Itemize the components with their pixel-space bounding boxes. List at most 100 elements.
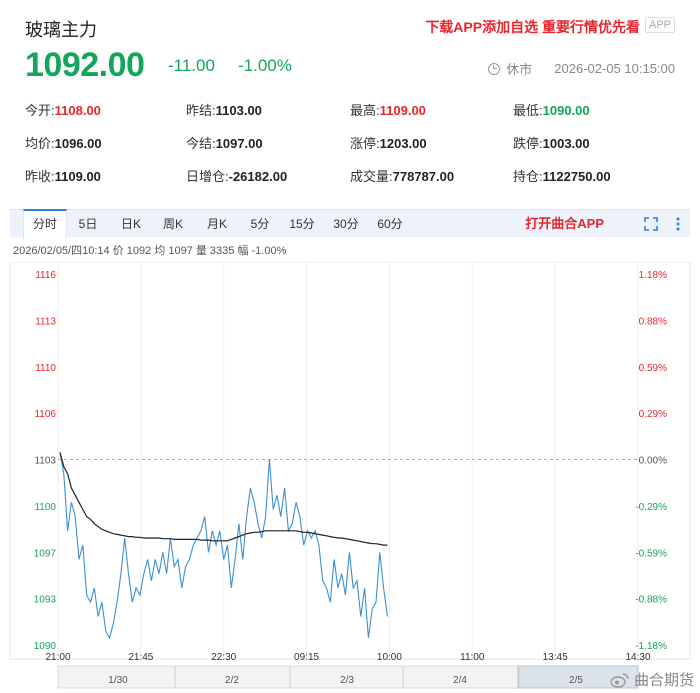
x-tick: 13:45 — [543, 652, 568, 663]
y-tick-right: 0.88% — [639, 316, 667, 327]
y-tick-left: 1100 — [34, 502, 56, 513]
stats-grid: 今开:1108.00 昨结:1103.00 最高:1109.00 最低:1090… — [25, 100, 685, 199]
stat-limit-down: 跌停:1003.00 — [513, 133, 590, 152]
instrument-title: 玻璃主力 — [25, 20, 97, 40]
stat-label: 跌停: — [513, 136, 543, 151]
stat-value: 1122750.00 — [542, 169, 611, 184]
open-app-button[interactable]: 打开曲合APP — [525, 216, 604, 231]
navigator-label: 1/30 — [108, 675, 128, 686]
price-change-pct: -1.00% — [238, 56, 292, 75]
watermark-text: 曲合期货 — [633, 672, 694, 689]
stat-label: 最低: — [513, 103, 543, 118]
y-tick-left: 1097 — [34, 548, 57, 559]
weibo-icon — [610, 672, 629, 688]
stat-open-interest: 持仓:1122750.00 — [513, 166, 611, 185]
quote-header: 玻璃主力 下载APP添加自选 重要行情优先看 APP 1092.00 -11.0… — [0, 0, 700, 210]
stat-value: 1108.00 — [54, 103, 101, 118]
stat-prev-settle: 昨结:1103.00 — [186, 100, 262, 119]
stats-row: 均价:1096.00 今结:1097.00 涨停:1203.00 跌停:1003… — [25, 133, 685, 166]
tab-15min[interactable]: 15分 — [289, 217, 315, 231]
fullscreen-icon[interactable] — [644, 217, 658, 231]
download-app-promo[interactable]: 下载APP添加自选 重要行情优先看 — [425, 19, 640, 35]
stat-oi-change: 日增仓:-26182.00 — [186, 166, 287, 185]
stats-row: 昨收:1109.00 日增仓:-26182.00 成交量:778787.00 持… — [25, 166, 685, 199]
y-tick-right: -0.29% — [635, 502, 667, 513]
stat-label: 成交量: — [350, 169, 393, 184]
stat-value: 778787.00 — [392, 169, 455, 184]
stat-value: 1097.00 — [215, 136, 263, 151]
navigator-label: 2/3 — [340, 675, 354, 686]
price-line — [59, 452, 388, 640]
x-tick: 09:15 — [294, 652, 319, 663]
y-tick-right: 0.00% — [639, 456, 667, 467]
y-tick-right: -0.88% — [635, 595, 667, 606]
chart-period-tabs: 分时 5日 日K 周K 月K 5分 15分 30分 60分 打开曲合APP — [10, 209, 690, 239]
intraday-chart[interactable]: 1116 1.18% 1113 0.88% 1110 0.59% 1106 0.29% 1103… — [0, 261, 700, 693]
stat-value: 1003.00 — [542, 136, 590, 151]
x-tick: 22:30 — [211, 652, 236, 663]
tab-5min[interactable]: 5分 — [250, 217, 270, 231]
intraday-chart-svg[interactable]: 1116 1.18% 1113 0.88% 1110 0.59% 1106 0.29% 1103… — [0, 261, 700, 693]
stat-label: 昨收: — [25, 169, 55, 184]
stat-value: 1096.00 — [54, 136, 102, 151]
y-tick-left: 1103 — [34, 456, 56, 467]
tab-60min[interactable]: 60分 — [377, 217, 403, 231]
stat-value: 1109.00 — [379, 103, 426, 118]
stat-label: 今结: — [186, 136, 216, 151]
navigator-label: 2/4 — [453, 675, 467, 686]
x-tick: 21:45 — [128, 652, 153, 663]
y-tick-right: 0.59% — [639, 363, 667, 374]
stat-value: 1090.00 — [542, 103, 590, 118]
y-tick-left: 1093 — [34, 595, 57, 606]
y-tick-left: 1090 — [34, 641, 57, 652]
stats-row: 今开:1108.00 昨结:1103.00 最高:1109.00 最低:1090… — [25, 100, 685, 133]
last-price: 1092.00 — [25, 46, 145, 84]
x-tick: 10:00 — [377, 652, 402, 663]
stat-settle: 今结:1097.00 — [186, 133, 263, 152]
navigator-label: 2/2 — [225, 675, 239, 686]
stat-label: 最高: — [350, 103, 380, 118]
tab-5day[interactable]: 5日 — [78, 217, 98, 231]
y-tick-right: -0.59% — [635, 548, 667, 559]
stat-label: 昨结: — [186, 103, 216, 118]
y-tick-right: -1.18% — [635, 641, 667, 652]
avg-price-line — [59, 452, 388, 546]
stat-low: 最低:1090.00 — [513, 100, 590, 119]
y-tick-right: 1.18% — [639, 270, 667, 281]
x-tick: 21:00 — [45, 652, 70, 663]
stat-value: 1109.00 — [54, 169, 101, 184]
stat-volume: 成交量:778787.00 — [350, 166, 454, 185]
y-tick-right: 0.29% — [639, 409, 667, 420]
crosshair-info: 2026/02/05/四10:14 价 1092 均 1097 量 3335 幅… — [13, 245, 287, 257]
stat-label: 均价: — [25, 136, 55, 151]
y-tick-left: 1106 — [34, 409, 56, 420]
y-tick-left: 1110 — [35, 363, 56, 374]
stat-label: 日增仓: — [186, 169, 229, 184]
stat-limit-up: 涨停:1203.00 — [350, 133, 427, 152]
quote-datetime: 2026-02-05 10:15:00 — [554, 61, 675, 76]
clock-icon — [488, 62, 501, 75]
price-change: -11.00 — [168, 56, 215, 75]
stat-label: 今开: — [25, 103, 55, 118]
stat-open: 今开:1108.00 — [25, 100, 101, 119]
stat-label: 持仓: — [513, 169, 543, 184]
navigator-label: 2/5 — [569, 675, 583, 686]
stat-label: 涨停: — [350, 136, 380, 151]
watermark: 曲合期货 — [610, 669, 694, 690]
app-badge[interactable]: APP — [644, 17, 675, 33]
y-tick-left: 1113 — [35, 316, 56, 327]
market-status-text: 休市 — [506, 62, 533, 77]
stat-value: 1103.00 — [215, 103, 262, 118]
y-tick-left: 1116 — [35, 270, 56, 281]
chart-frame — [9, 261, 691, 660]
stat-value: -26182.00 — [228, 169, 288, 184]
tab-daily-k[interactable]: 日K — [120, 217, 141, 231]
tab-weekly-k[interactable]: 周K — [162, 217, 183, 231]
tab-30min[interactable]: 30分 — [333, 217, 359, 231]
x-tick: 11:00 — [460, 652, 485, 663]
market-status: 休市 2026-02-05 10:15:00 — [488, 59, 675, 78]
tab-monthly-k[interactable]: 月K — [206, 217, 227, 231]
tab-intraday[interactable]: 分时 — [23, 209, 67, 239]
more-vertical-icon[interactable] — [676, 216, 680, 232]
stat-prev-close: 昨收:1109.00 — [25, 166, 101, 185]
